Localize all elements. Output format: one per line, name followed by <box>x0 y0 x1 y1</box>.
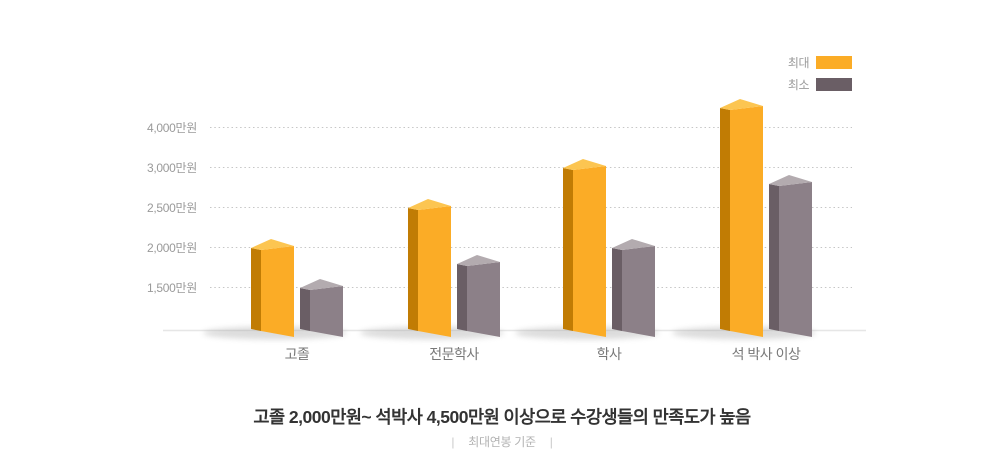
subnote-left-delimiter: | <box>451 435 455 449</box>
bars-layer <box>251 99 812 337</box>
bar-min-side <box>769 184 779 331</box>
legend-min-swatch <box>816 78 852 91</box>
chart-caption: 고졸 2,000만원~ 석박사 4,500만원 이상으로 수강생들의 만족도가 … <box>253 407 751 427</box>
legend-row-min: 최소 <box>788 76 852 93</box>
bar-min-front <box>779 182 812 337</box>
chart-subnote: | 최대연봉 기준 | <box>0 433 1004 450</box>
bar-min-top <box>300 279 343 290</box>
bar-max-top <box>251 239 294 250</box>
bar-max-side <box>251 248 261 331</box>
bar-max-side <box>720 108 730 331</box>
legend-row-max: 최대 <box>788 54 852 71</box>
bar-min-side <box>457 264 467 331</box>
bar-min-side <box>300 288 310 331</box>
bar-min-side <box>612 248 622 331</box>
bar-min-front <box>467 262 500 337</box>
subnote-right-delimiter: | <box>549 435 553 449</box>
bar-max-side <box>408 208 418 331</box>
bar-max-front <box>573 166 606 337</box>
bar-min-front <box>622 246 655 337</box>
bar-min-top <box>457 255 500 266</box>
bar-max-front <box>730 106 763 337</box>
bar-max-front <box>418 206 451 337</box>
subnote-text: 최대연봉 기준 <box>468 435 536 449</box>
bar-min-top <box>612 239 655 250</box>
bar-max-side <box>563 168 573 331</box>
legend: 최대 최소 <box>788 54 852 93</box>
legend-max-swatch <box>816 56 852 69</box>
bar-min-front <box>310 286 343 337</box>
bar-max-front <box>261 246 294 337</box>
bar-max-top <box>563 159 606 170</box>
legend-max-label: 최대 <box>787 56 810 70</box>
legend-min-label: 최소 <box>787 78 810 92</box>
bar-min-top <box>769 175 812 186</box>
bar-max-top <box>408 199 451 210</box>
bar-max-top <box>720 99 763 110</box>
